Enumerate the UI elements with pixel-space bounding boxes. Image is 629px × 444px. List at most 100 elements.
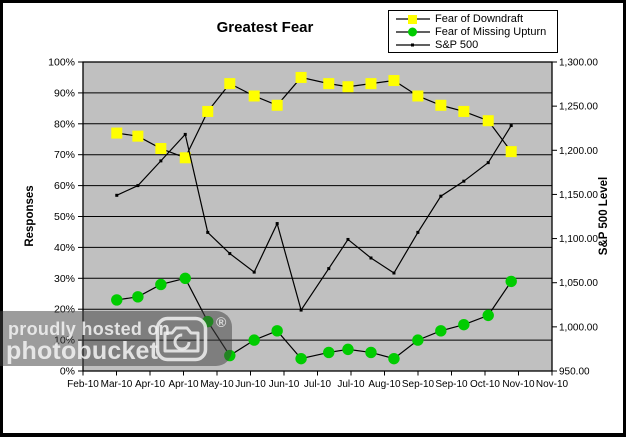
data-point-square bbox=[388, 75, 400, 87]
watermark-tagline: proudly hosted on bbox=[8, 319, 171, 339]
data-point-square bbox=[271, 99, 283, 111]
left-axis-tick-label: 40% bbox=[54, 242, 75, 254]
data-point-square bbox=[412, 90, 424, 102]
data-point-square bbox=[224, 78, 236, 90]
data-point-dot bbox=[369, 256, 373, 260]
data-point-dot bbox=[206, 230, 210, 234]
data-point-dot bbox=[346, 237, 350, 241]
data-point-circle bbox=[132, 291, 144, 303]
legend-item-fear-of-missing-upturn: Fear of Missing Upturn bbox=[389, 25, 557, 38]
right-axis-tick-label: 950.00 bbox=[559, 367, 590, 378]
legend-item-fear-of-downdraft: Fear of Downdraft bbox=[389, 12, 557, 25]
data-point-circle bbox=[458, 318, 470, 331]
data-point-circle bbox=[111, 294, 123, 306]
chart-title: Greatest Fear bbox=[216, 19, 314, 36]
yellow-square-marker-icon bbox=[396, 14, 430, 24]
data-point-dot bbox=[228, 252, 232, 256]
left-axis-tick-label: 50% bbox=[54, 211, 75, 223]
data-point-dot bbox=[115, 193, 119, 197]
x-axis-tick-label: Mar-10 bbox=[101, 379, 133, 390]
data-point-circle bbox=[271, 325, 283, 337]
x-axis-tick-label: Apr-10 bbox=[135, 379, 165, 390]
data-point-dot bbox=[275, 222, 279, 226]
legend-label: Fear of Missing Upturn bbox=[435, 25, 547, 38]
data-point-dot bbox=[299, 308, 303, 312]
legend-label: S&P 500 bbox=[435, 38, 479, 51]
legend-label: Fear of Downdraft bbox=[435, 12, 524, 25]
left-axis-tick-label: 70% bbox=[54, 149, 75, 161]
data-point-dot bbox=[392, 271, 396, 275]
data-point-circle bbox=[412, 334, 424, 346]
data-point-dot bbox=[159, 159, 163, 163]
data-point-circle bbox=[248, 334, 260, 346]
right-axis-tick-label: 1,300.00 bbox=[559, 58, 598, 69]
left-axis-tick-label: 30% bbox=[54, 273, 75, 285]
data-point-square bbox=[202, 105, 214, 117]
data-point-square bbox=[248, 90, 260, 102]
data-point-circle bbox=[505, 275, 517, 288]
data-point-circle bbox=[435, 325, 447, 337]
right-axis-tick-label: 1,150.00 bbox=[559, 190, 598, 201]
series-line-s-p-500 bbox=[116, 125, 512, 312]
data-point-dot bbox=[462, 179, 466, 183]
camera-icon bbox=[155, 316, 208, 362]
left-axis-tick-label: 80% bbox=[54, 118, 75, 130]
right-axis-title: S&P 500 Level bbox=[598, 176, 610, 256]
x-axis-tick-label: Aug-10 bbox=[368, 379, 401, 390]
x-axis-tick-label: Apr-10 bbox=[168, 379, 198, 390]
x-axis-tick-label: Oct-10 bbox=[470, 379, 500, 390]
x-axis-tick-label: Jun-10 bbox=[269, 379, 300, 390]
line-marker-icon bbox=[396, 43, 430, 46]
data-point-square bbox=[179, 152, 191, 164]
x-axis-tick-label: Sep-10 bbox=[435, 379, 468, 390]
data-point-square bbox=[342, 81, 354, 93]
data-point-circle bbox=[323, 346, 335, 359]
data-point-circle bbox=[388, 352, 400, 365]
left-axis-tick-label: 60% bbox=[54, 180, 75, 192]
data-point-dot bbox=[252, 270, 256, 274]
left-axis-tick-label: 0% bbox=[60, 366, 75, 378]
data-point-circle bbox=[179, 272, 191, 284]
data-point-dot bbox=[486, 161, 490, 165]
data-point-dot bbox=[183, 132, 187, 136]
data-point-square bbox=[365, 78, 377, 90]
x-axis-tick-label: Sep-10 bbox=[402, 379, 435, 390]
data-point-dot bbox=[439, 194, 443, 198]
data-point-square bbox=[111, 127, 123, 139]
data-point-circle bbox=[365, 346, 377, 359]
data-point-square bbox=[482, 115, 494, 127]
data-point-dot bbox=[509, 124, 513, 128]
data-point-circle bbox=[342, 343, 354, 356]
data-point-square bbox=[435, 99, 447, 111]
x-axis-tick-label: May-10 bbox=[200, 379, 234, 390]
right-axis-tick-label: 1,050.00 bbox=[559, 278, 598, 289]
data-point-dot bbox=[416, 230, 420, 234]
data-point-square bbox=[458, 105, 470, 117]
data-point-square bbox=[155, 143, 167, 155]
x-axis-tick-label: Nov-10 bbox=[502, 379, 535, 390]
right-axis-tick-label: 1,100.00 bbox=[559, 234, 598, 245]
data-point-circle bbox=[482, 309, 494, 322]
data-point-circle bbox=[295, 352, 307, 365]
right-axis-tick-label: 1,200.00 bbox=[559, 146, 598, 157]
x-axis-tick-label: Nov-10 bbox=[536, 379, 569, 390]
data-point-square bbox=[505, 146, 517, 158]
x-axis-tick-label: Feb-10 bbox=[67, 379, 99, 390]
left-axis-tick-label: 90% bbox=[54, 87, 75, 99]
data-point-dot bbox=[136, 184, 140, 188]
left-axis-tick-label: 100% bbox=[48, 57, 75, 69]
green-circle-marker-icon bbox=[396, 27, 430, 36]
x-axis-tick-label: Jul-10 bbox=[337, 379, 365, 390]
right-axis-tick-label: 1,000.00 bbox=[559, 322, 598, 333]
data-point-dot bbox=[327, 267, 331, 271]
right-axis-tick-label: 1,250.00 bbox=[559, 102, 598, 113]
data-point-square bbox=[132, 130, 144, 142]
data-point-square bbox=[323, 78, 335, 90]
registered-trademark-icon: ® bbox=[216, 314, 227, 330]
data-point-circle bbox=[155, 278, 167, 291]
x-axis-tick-label: Jul-10 bbox=[304, 379, 332, 390]
x-axis-tick-label: Jun-10 bbox=[235, 379, 266, 390]
legend: Fear of Downdraft Fear of Missing Upturn… bbox=[388, 10, 558, 53]
